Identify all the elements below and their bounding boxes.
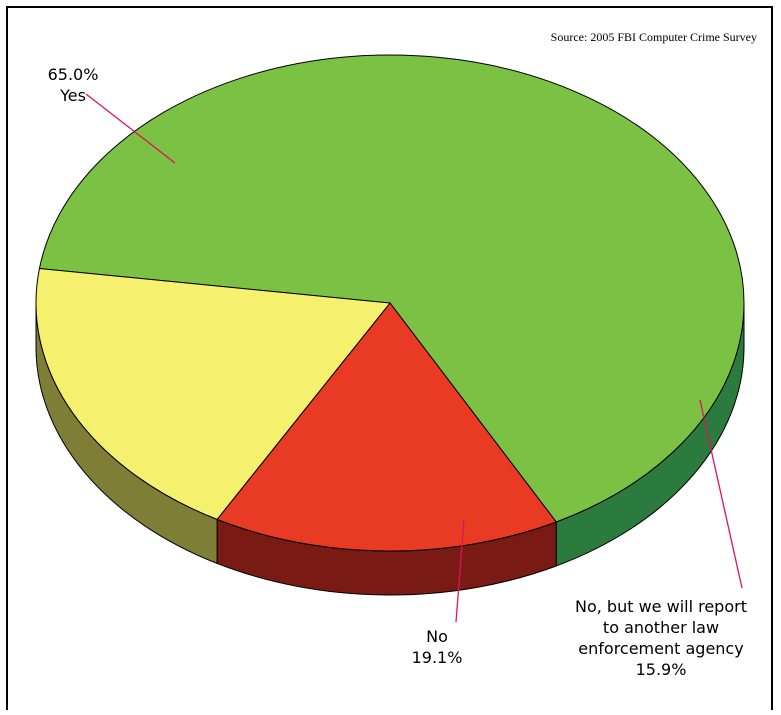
label-yes: 65.0% Yes <box>38 64 108 106</box>
label-other-value: 15.9% <box>635 660 687 679</box>
label-no-text: No <box>426 627 448 646</box>
label-no-value: 19.1% <box>411 648 463 667</box>
leader-line-yes <box>85 93 176 164</box>
pie-slice-2 <box>35 267 391 521</box>
source-note: Source: 2005 FBI Computer Crime Survey <box>550 30 757 44</box>
label-other-line-1: No, but we will report <box>575 597 747 616</box>
label-no: No 19.1% <box>392 626 482 668</box>
leader-line-other <box>699 399 743 589</box>
label-yes-text: Yes <box>60 86 86 105</box>
label-yes-value: 65.0% <box>47 65 99 84</box>
label-report-other-agency: No, but we will report to another law en… <box>546 596 776 680</box>
label-other-line-2: to another law <box>602 618 720 637</box>
label-other-line-3: enforcement agency <box>578 639 744 658</box>
pie-slice-1 <box>216 302 557 552</box>
pie-slices <box>35 54 745 552</box>
leader-lines <box>85 93 743 623</box>
leader-line-no <box>455 519 465 623</box>
